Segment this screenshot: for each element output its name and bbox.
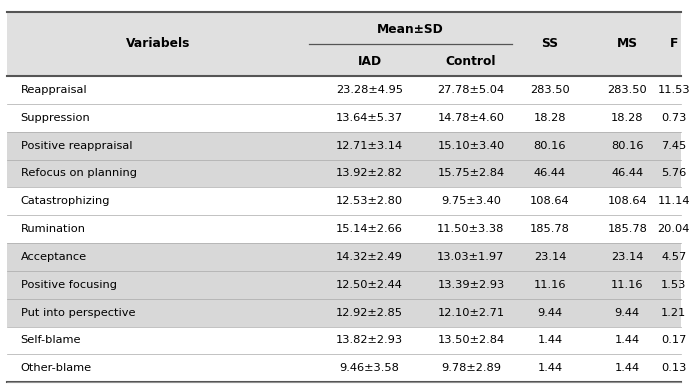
- Text: 27.78±5.04: 27.78±5.04: [437, 85, 505, 95]
- Text: 5.76: 5.76: [661, 168, 686, 179]
- Text: 23.14: 23.14: [611, 252, 644, 262]
- Text: Catastrophizing: Catastrophizing: [21, 196, 110, 206]
- Text: 80.16: 80.16: [534, 141, 566, 151]
- Text: 12.10±2.71: 12.10±2.71: [437, 308, 505, 317]
- Text: 11.53: 11.53: [658, 85, 690, 95]
- Text: 14.32±2.49: 14.32±2.49: [336, 252, 403, 262]
- Text: 0.73: 0.73: [661, 113, 686, 123]
- Text: Variabels: Variabels: [126, 37, 191, 50]
- Text: IAD: IAD: [358, 55, 382, 68]
- Bar: [7, 160, 681, 187]
- Text: Positive focusing: Positive focusing: [21, 280, 116, 290]
- Text: 13.50±2.84: 13.50±2.84: [437, 335, 505, 346]
- Bar: [7, 132, 681, 160]
- Text: 9.44: 9.44: [537, 308, 563, 317]
- Bar: [7, 355, 681, 382]
- Text: Suppression: Suppression: [21, 113, 90, 123]
- Text: 0.13: 0.13: [661, 363, 686, 373]
- Text: 108.64: 108.64: [608, 196, 647, 206]
- Text: 283.50: 283.50: [530, 85, 570, 95]
- Text: 283.50: 283.50: [607, 85, 647, 95]
- Bar: [7, 326, 681, 355]
- Text: 1.21: 1.21: [661, 308, 686, 317]
- Bar: [7, 215, 681, 243]
- Text: 12.92±2.85: 12.92±2.85: [336, 308, 403, 317]
- Text: 4.57: 4.57: [661, 252, 686, 262]
- Text: F: F: [669, 37, 678, 50]
- Text: Refocus on planning: Refocus on planning: [21, 168, 137, 179]
- Text: 14.78±4.60: 14.78±4.60: [437, 113, 505, 123]
- Text: 15.10±3.40: 15.10±3.40: [437, 141, 505, 151]
- Bar: [7, 243, 681, 271]
- Text: 13.82±2.93: 13.82±2.93: [336, 335, 403, 346]
- Text: Other-blame: Other-blame: [21, 363, 91, 373]
- Text: Self-blame: Self-blame: [21, 335, 81, 346]
- Text: SS: SS: [541, 37, 559, 50]
- Text: 18.28: 18.28: [534, 113, 566, 123]
- Text: 23.28±4.95: 23.28±4.95: [336, 85, 403, 95]
- Text: 108.64: 108.64: [530, 196, 570, 206]
- Text: Control: Control: [446, 55, 496, 68]
- Bar: [7, 271, 681, 299]
- Text: 185.78: 185.78: [530, 224, 570, 234]
- Text: Positive reappraisal: Positive reappraisal: [21, 141, 132, 151]
- Text: Mean±SD: Mean±SD: [378, 23, 444, 35]
- Text: Reappraisal: Reappraisal: [21, 85, 87, 95]
- Bar: [7, 76, 681, 104]
- Text: 11.16: 11.16: [534, 280, 566, 290]
- Text: 23.14: 23.14: [534, 252, 566, 262]
- Text: 7.45: 7.45: [661, 141, 686, 151]
- Text: 1.44: 1.44: [537, 335, 563, 346]
- Text: 46.44: 46.44: [534, 168, 566, 179]
- Text: 12.71±3.14: 12.71±3.14: [336, 141, 403, 151]
- Text: Put into perspective: Put into perspective: [21, 308, 135, 317]
- Text: 1.53: 1.53: [661, 280, 686, 290]
- Text: 11.16: 11.16: [611, 280, 644, 290]
- Text: Acceptance: Acceptance: [21, 252, 87, 262]
- Text: 15.14±2.66: 15.14±2.66: [336, 224, 403, 234]
- Text: 1.44: 1.44: [537, 363, 563, 373]
- Text: 15.75±2.84: 15.75±2.84: [437, 168, 505, 179]
- Text: 80.16: 80.16: [611, 141, 644, 151]
- Text: 9.44: 9.44: [615, 308, 640, 317]
- Text: MS: MS: [617, 37, 638, 50]
- Text: 12.50±2.44: 12.50±2.44: [336, 280, 403, 290]
- Bar: [7, 104, 681, 132]
- Text: 1.44: 1.44: [615, 335, 640, 346]
- Text: 9.46±3.58: 9.46±3.58: [340, 363, 399, 373]
- Text: 13.39±2.93: 13.39±2.93: [437, 280, 505, 290]
- Text: 20.04: 20.04: [658, 224, 690, 234]
- Text: 13.03±1.97: 13.03±1.97: [437, 252, 505, 262]
- Text: 1.44: 1.44: [615, 363, 640, 373]
- Text: 13.92±2.82: 13.92±2.82: [336, 168, 403, 179]
- Text: Rumination: Rumination: [21, 224, 86, 234]
- Text: 185.78: 185.78: [607, 224, 647, 234]
- Text: 9.75±3.40: 9.75±3.40: [441, 196, 501, 206]
- Text: 11.50±3.38: 11.50±3.38: [437, 224, 505, 234]
- Text: 9.78±2.89: 9.78±2.89: [441, 363, 501, 373]
- Text: 18.28: 18.28: [611, 113, 644, 123]
- Text: 0.17: 0.17: [661, 335, 686, 346]
- Text: 11.14: 11.14: [658, 196, 690, 206]
- Text: 46.44: 46.44: [611, 168, 643, 179]
- Bar: [7, 187, 681, 215]
- Bar: [7, 299, 681, 326]
- Text: 13.64±5.37: 13.64±5.37: [336, 113, 403, 123]
- Bar: [7, 12, 681, 76]
- Text: 12.53±2.80: 12.53±2.80: [336, 196, 403, 206]
